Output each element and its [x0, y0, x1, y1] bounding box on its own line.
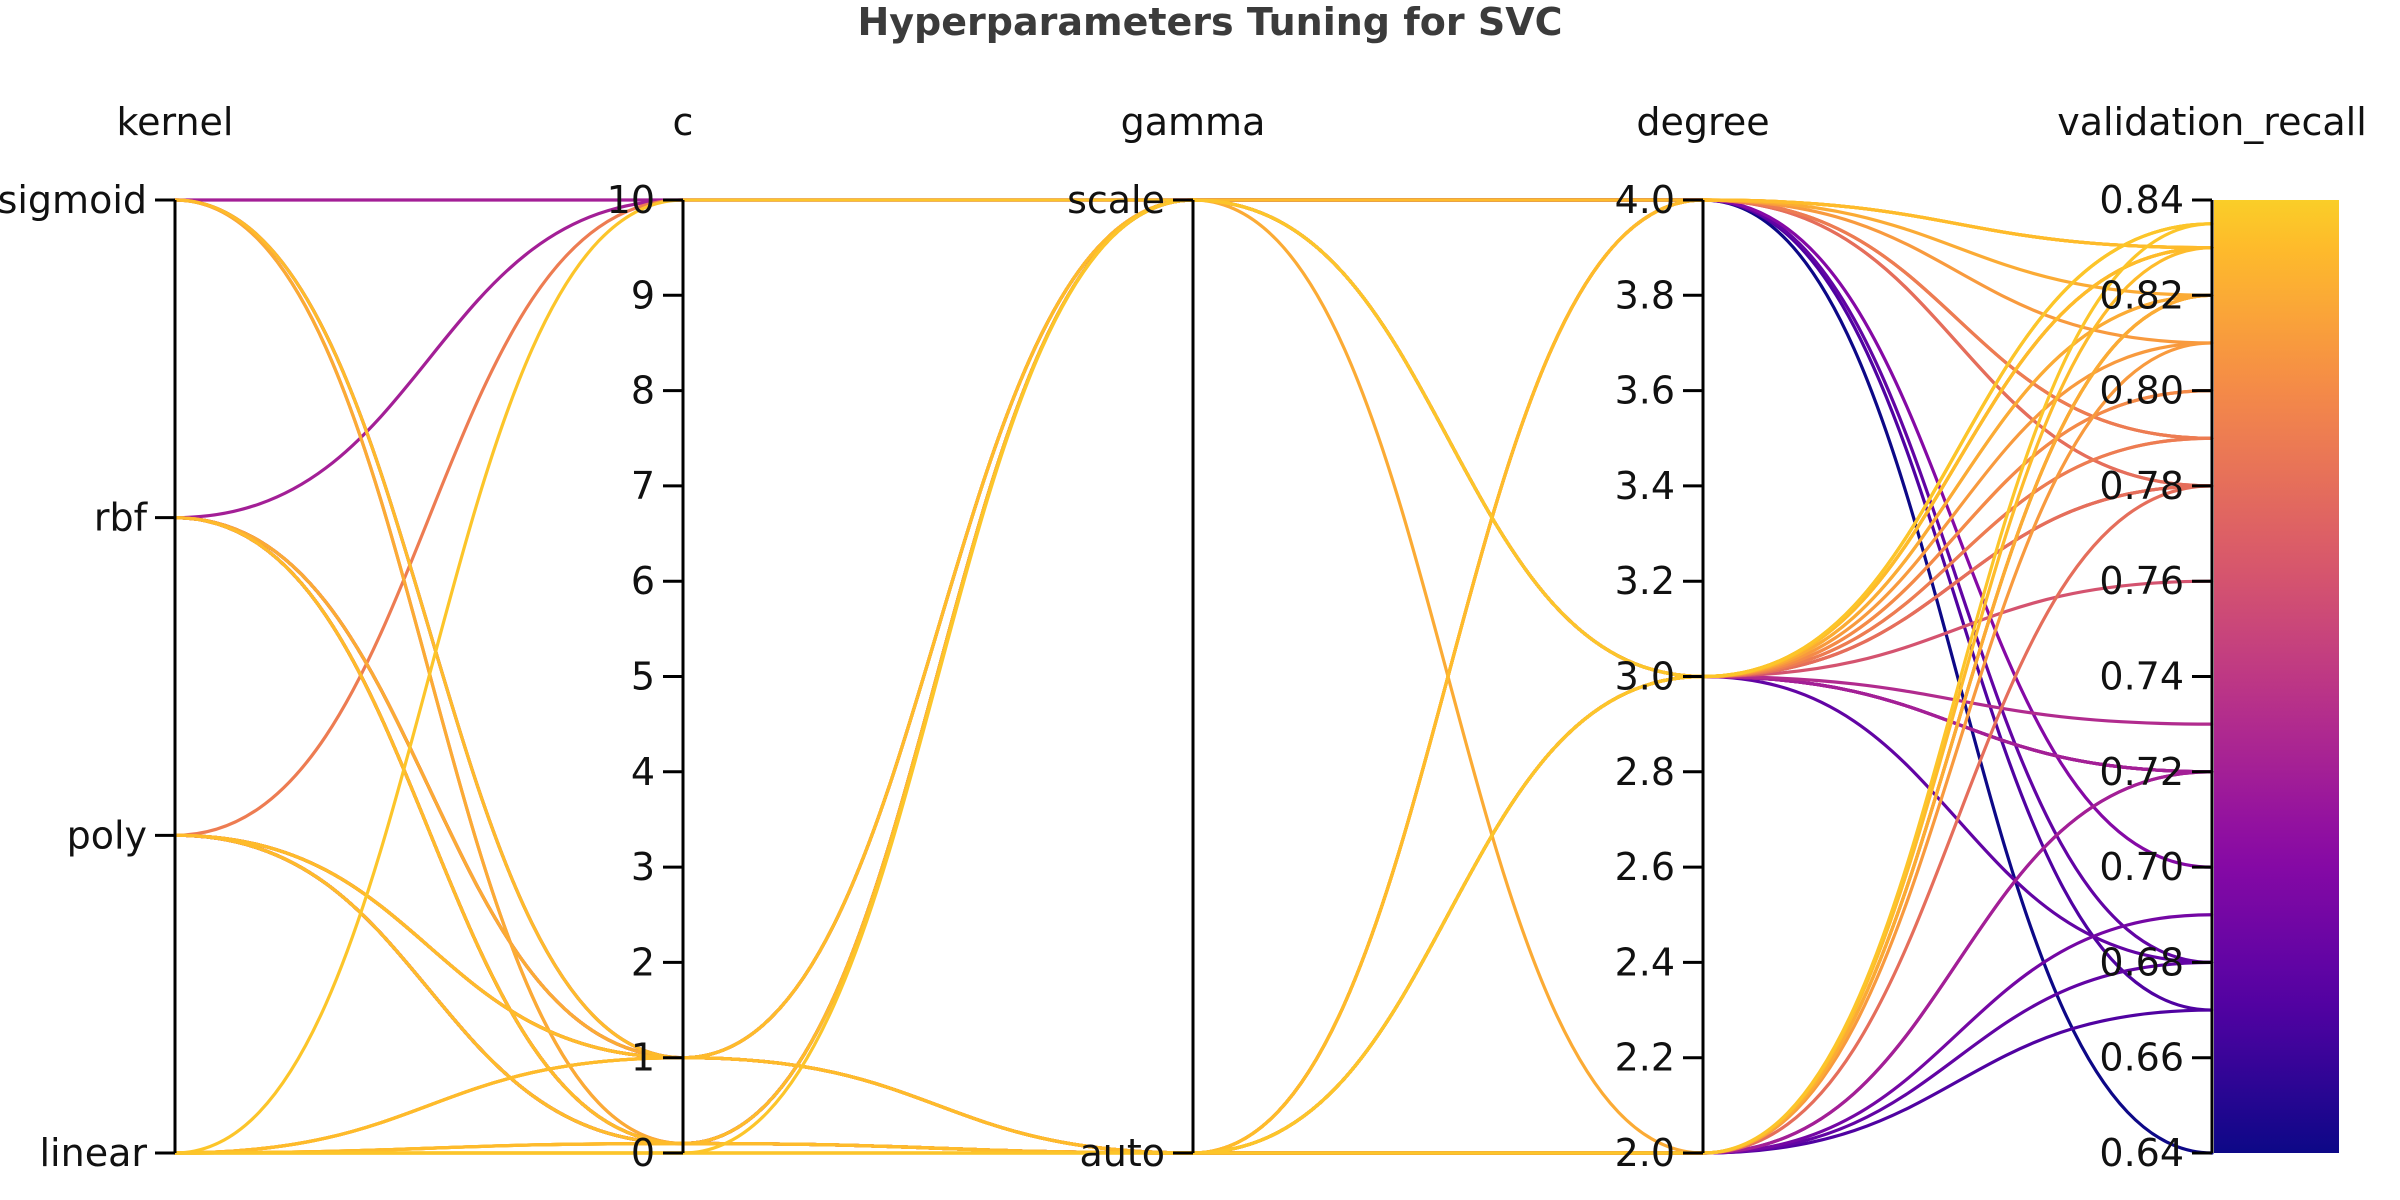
trial-line-32 [173, 198, 2214, 1155]
tick-label-degree: 2.2 [1615, 1036, 1675, 1080]
colorbar-gradient [2214, 200, 2339, 1153]
tick-label-kernel: linear [40, 1131, 148, 1175]
tick-label-validation_recall: 0.84 [2099, 178, 2184, 222]
tick-label-validation_recall: 0.66 [2099, 1036, 2184, 1080]
tick-label-validation_recall: 0.78 [2099, 464, 2184, 508]
tick-label-c: 3 [631, 845, 655, 889]
axis-name-degree: degree [1636, 100, 1769, 144]
tick-label-c: 1 [631, 1036, 655, 1080]
tick-label-validation_recall: 0.72 [2099, 750, 2184, 794]
tick-label-degree: 3.2 [1615, 559, 1675, 603]
tick-label-degree: 2.0 [1615, 1131, 1675, 1175]
tick-label-c: 0 [631, 1131, 655, 1175]
axis-name-validation_recall: validation_recall [2057, 100, 2367, 144]
tick-label-validation_recall: 0.70 [2099, 845, 2184, 889]
tick-label-c: 6 [631, 559, 655, 603]
tick-label-degree: 3.6 [1615, 369, 1675, 413]
axis-name-kernel: kernel [116, 100, 233, 144]
tick-label-degree: 3.8 [1615, 273, 1675, 317]
tick-label-gamma: scale [1067, 178, 1165, 222]
chart-title: Hyperparameters Tuning for SVC [857, 0, 1562, 44]
tick-label-validation_recall: 0.64 [2099, 1131, 2184, 1175]
tick-label-c: 5 [631, 655, 655, 699]
tick-label-degree: 2.6 [1615, 845, 1675, 889]
axis-name-c: c [673, 100, 694, 144]
tick-label-degree: 3.4 [1615, 464, 1675, 508]
colorbar [2214, 200, 2339, 1153]
axis-name-gamma: gamma [1121, 100, 1266, 144]
tick-label-c: 4 [631, 750, 655, 794]
tick-label-degree: 2.8 [1615, 750, 1675, 794]
tick-label-kernel: rbf [94, 496, 149, 540]
tick-label-validation_recall: 0.82 [2099, 273, 2184, 317]
tick-label-kernel: poly [67, 813, 147, 857]
tick-label-validation_recall: 0.76 [2099, 559, 2184, 603]
tick-label-validation_recall: 0.74 [2099, 655, 2184, 699]
tick-label-c: 9 [631, 273, 655, 317]
tick-label-kernel: sigmoid [0, 178, 147, 222]
tick-label-c: 7 [631, 464, 655, 508]
tick-label-c: 2 [631, 940, 655, 984]
tick-label-gamma: auto [1079, 1131, 1165, 1175]
tick-label-c: 8 [631, 369, 655, 413]
tick-label-degree: 3.0 [1615, 655, 1675, 699]
tick-label-validation_recall: 0.68 [2099, 940, 2184, 984]
tick-label-degree: 4.0 [1615, 178, 1675, 222]
tick-label-c: 10 [607, 178, 655, 222]
tick-label-degree: 2.4 [1615, 940, 1675, 984]
tick-label-validation_recall: 0.80 [2099, 369, 2184, 413]
axes: kernel linear poly rbf sigmoid c 0 1 2 3 4 5 6 7 8 9 10 g… [0, 100, 2367, 1175]
